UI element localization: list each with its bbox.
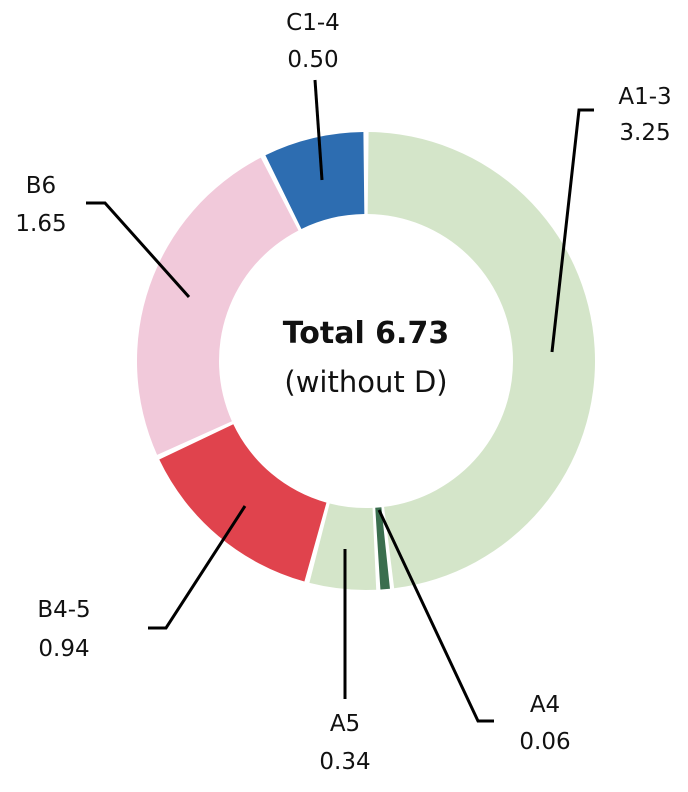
slice-value-label-c1-4: 0.50 <box>287 47 338 73</box>
slice-value-label-a4: 0.06 <box>519 729 570 755</box>
slice-value-label-a1-3: 3.25 <box>619 120 670 146</box>
leader-line-a4 <box>377 509 494 723</box>
leader-lines <box>86 79 594 723</box>
slice-a4 <box>375 507 390 590</box>
slice-name-label-b4-5: B4-5 <box>37 597 90 623</box>
center-total-label: Total 6.73 <box>283 316 449 351</box>
leader-line-c1-4 <box>313 79 324 181</box>
slice-value-label-a5: 0.34 <box>319 749 370 775</box>
slice-name-label-c1-4: C1-4 <box>286 10 340 36</box>
slice-b6 <box>136 157 299 455</box>
leader-line-a1-3 <box>550 108 594 353</box>
leader-line-b6 <box>86 201 191 298</box>
slice-name-label-a1-3: A1-3 <box>618 84 671 110</box>
slice-name-label-b6: B6 <box>26 173 56 199</box>
slice-b4-5 <box>159 424 327 582</box>
center-subtitle-label: (without D) <box>284 365 447 399</box>
slice-a1-3 <box>367 132 596 589</box>
slice-value-label-b4-5: 0.94 <box>38 636 89 662</box>
slice-labels: A1-3 3.25 A4 0.06 A5 0.34 B4-5 0.94 B6 1.65 C1-4 0.… <box>15 10 671 775</box>
donut-slices <box>136 132 596 590</box>
slice-c1-4 <box>265 132 365 229</box>
slice-value-label-b6: 1.65 <box>15 211 66 237</box>
leader-line-b4-5 <box>148 505 247 630</box>
slice-name-label-a5: A5 <box>330 711 360 737</box>
slice-name-label-a4: A4 <box>530 692 560 718</box>
slice-a5 <box>309 503 377 590</box>
